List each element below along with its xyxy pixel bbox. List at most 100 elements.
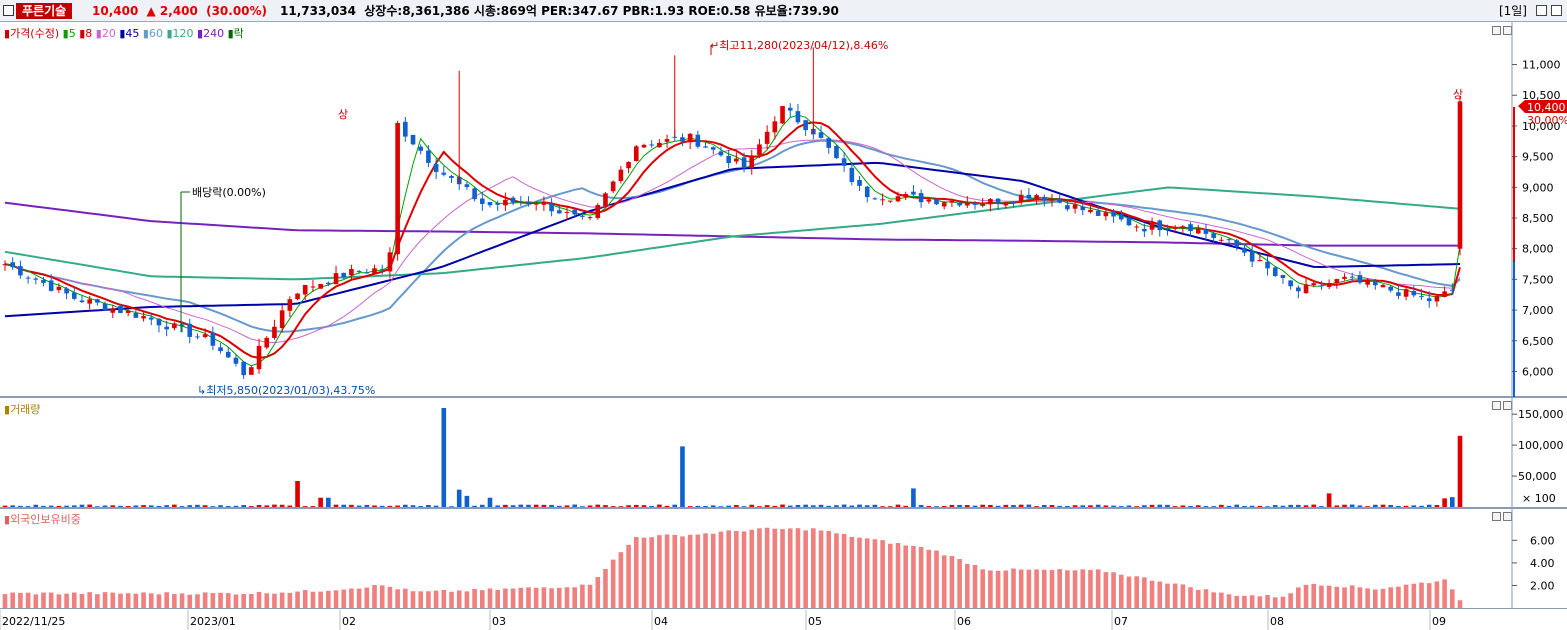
volume-bar xyxy=(1403,505,1409,507)
volume-bar xyxy=(1118,506,1124,507)
candle xyxy=(541,201,547,205)
foreign-bar xyxy=(834,533,839,608)
volume-bar xyxy=(818,504,824,507)
foreign-bar xyxy=(888,543,893,608)
legend-item[interactable]: ▮240 xyxy=(197,27,225,40)
candle xyxy=(1288,280,1293,287)
candle xyxy=(757,144,762,156)
candle xyxy=(1365,279,1370,285)
svg-text:배당락(0.00%): 배당락(0.00%) xyxy=(192,186,266,199)
legend-item[interactable]: ▮60 xyxy=(142,27,163,40)
high-annotation: ↵최고11,280(2023/04/12),8.46% xyxy=(710,39,888,55)
candle xyxy=(1065,205,1070,210)
foreign-bar xyxy=(1349,585,1355,608)
volume-bar xyxy=(787,505,793,507)
foreign-bar xyxy=(1188,587,1193,608)
volume-bar xyxy=(472,505,477,507)
candle xyxy=(233,357,239,364)
volume-bar xyxy=(141,505,146,507)
volume-bar xyxy=(356,505,362,507)
x-axis-label: 09 xyxy=(1432,615,1446,628)
foreign-tick-label: 4.00 xyxy=(1530,557,1555,570)
candle xyxy=(387,252,393,272)
candle xyxy=(1373,280,1378,286)
foreign-bar xyxy=(1126,576,1132,608)
candle xyxy=(264,337,270,348)
candle xyxy=(1396,292,1401,296)
panel-minimize-icon[interactable] xyxy=(1492,401,1501,410)
svg-text:10,400: 10,400 xyxy=(1527,101,1566,114)
volume-bar xyxy=(988,504,993,507)
ma8-line xyxy=(4,121,1461,360)
volume-bar xyxy=(64,505,69,507)
foreign-bar xyxy=(980,569,986,608)
foreign-bar xyxy=(957,559,962,608)
volume-legend[interactable]: ▮거래량 xyxy=(4,403,41,416)
foreign-bar xyxy=(318,591,323,608)
foreign-tick-label: 2.00 xyxy=(1530,579,1555,592)
volume-bar xyxy=(1142,505,1147,507)
candle xyxy=(1272,267,1278,276)
volume-bar xyxy=(1034,506,1039,507)
svg-text:30.00%: 30.00% xyxy=(1527,114,1567,127)
candle xyxy=(633,146,639,162)
foreign-bar xyxy=(18,592,23,608)
volume-bar xyxy=(1180,505,1186,507)
x-axis-label: 06 xyxy=(957,615,971,628)
candle xyxy=(364,272,370,274)
candle xyxy=(695,134,701,147)
volume-bar xyxy=(118,505,123,507)
limit-up-marker: 상 상 xyxy=(338,88,1463,121)
volume-bar xyxy=(580,506,585,507)
panel-minimize-icon[interactable] xyxy=(1492,26,1501,35)
legend-item[interactable]: ▮5 xyxy=(62,27,76,40)
ma60-line xyxy=(4,139,1461,333)
candle xyxy=(495,202,501,205)
volume-bar xyxy=(1026,504,1032,507)
candle xyxy=(1311,283,1317,286)
foreign-bar xyxy=(1103,572,1109,608)
volume-bar xyxy=(426,504,431,507)
foreign-bar xyxy=(1172,583,1178,608)
period-selector[interactable]: [1일] xyxy=(1498,4,1527,18)
volume-bar xyxy=(618,506,624,507)
legend-item[interactable]: ▮8 xyxy=(79,27,93,40)
volume-bar xyxy=(880,506,885,507)
volume-bar xyxy=(1411,505,1417,507)
close-icon[interactable] xyxy=(1551,5,1562,16)
candle xyxy=(1357,275,1363,283)
foreign-bar xyxy=(1257,596,1263,608)
foreign-bar xyxy=(48,592,54,608)
volume-bar xyxy=(826,505,832,507)
foreign-bar xyxy=(988,570,993,608)
foreign-bar xyxy=(118,593,123,608)
foreign-bar xyxy=(587,584,593,608)
stock-name-tag[interactable]: 푸른기술 xyxy=(16,3,73,19)
candle xyxy=(911,191,916,195)
foreign-bar xyxy=(1311,583,1317,608)
maximize-icon[interactable] xyxy=(1536,5,1547,16)
legend-item[interactable]: ▮가격(수정) xyxy=(4,27,60,40)
legend-item[interactable]: ▮락 xyxy=(227,27,244,40)
volume-bar xyxy=(287,505,293,507)
legend-item[interactable]: ▮120 xyxy=(166,27,194,40)
foreign-bar xyxy=(580,584,585,608)
foreign-bar xyxy=(110,592,116,608)
volume-bar xyxy=(1357,505,1363,507)
candle xyxy=(957,202,962,206)
volume-bar xyxy=(218,505,223,507)
select-checkbox[interactable] xyxy=(3,5,14,16)
legend-item[interactable]: ▮20 xyxy=(95,27,116,40)
panel-minimize-icon[interactable] xyxy=(1492,512,1501,521)
foreign-bar xyxy=(1142,577,1147,608)
foreign-bar xyxy=(1026,569,1032,608)
stock-title-bar: 푸른기술 10,400 ▲ 2,400 (30.00%) 11,733,034 … xyxy=(0,0,1567,22)
foreign-bar xyxy=(1434,581,1440,608)
candle xyxy=(1149,222,1155,230)
volume-bar xyxy=(926,506,932,507)
candle xyxy=(903,194,909,197)
legend-item[interactable]: ▮45 xyxy=(119,27,140,40)
foreign-legend[interactable]: ▮외국인보유비중 xyxy=(4,513,81,526)
volume-bar xyxy=(110,505,116,507)
